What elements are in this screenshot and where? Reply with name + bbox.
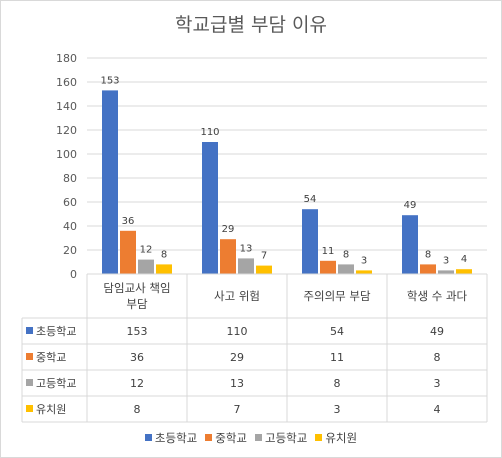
y-tick-label: 0: [70, 268, 77, 281]
legend-label: 유치원: [325, 431, 358, 445]
table-value: 3: [334, 403, 341, 416]
category-label: 담임교사 책임: [103, 281, 170, 295]
legend-swatch: [205, 434, 213, 441]
legend-item: 고등학교: [255, 430, 307, 446]
legend-item: 초등학교: [144, 430, 198, 446]
bar: [338, 264, 354, 274]
chart-plot: 0 20 40 60 80 100 120 140 160 180 153 110 54 49 36 29 11…: [21, 52, 488, 423]
table-value: 49: [430, 325, 444, 338]
data-label: 12: [140, 245, 153, 256]
legend-label: 중학교: [215, 431, 247, 445]
data-label: 54: [304, 194, 317, 205]
bar: [420, 264, 436, 274]
bar: [302, 209, 318, 274]
y-tick-label: 20: [63, 244, 77, 257]
bar: [220, 239, 236, 274]
bar: [238, 258, 254, 274]
bar: [256, 265, 272, 274]
data-label: 110: [200, 127, 219, 138]
bar: [138, 259, 154, 274]
category-label: 주의의무 부담: [303, 289, 371, 303]
y-tick-label: 80: [63, 172, 77, 185]
y-tick-label: 180: [56, 52, 77, 65]
legend-label: 고등학교: [265, 431, 308, 445]
table-value: 8: [434, 351, 441, 364]
bar: [156, 264, 172, 274]
table-value: 8: [134, 403, 141, 416]
table-series-name: 중학교: [36, 351, 66, 364]
table-value: 7: [234, 403, 241, 416]
y-tick-label: 140: [56, 100, 77, 113]
table-value: 54: [330, 325, 344, 338]
data-label: 3: [361, 255, 367, 266]
table-legend-key: [26, 405, 33, 412]
table-value: 153: [127, 325, 148, 338]
table-series-name: 초등학교: [36, 325, 76, 338]
table-series-name: 유치원: [36, 403, 66, 416]
bar: [320, 260, 336, 274]
table-legend-key: [26, 379, 33, 386]
data-label: 7: [261, 251, 267, 262]
y-tick-label: 40: [63, 220, 77, 233]
chart-legend: 초등학교 중학교 고등학교 유치원: [0, 430, 502, 446]
data-label: 29: [222, 224, 235, 235]
bar: [438, 270, 454, 274]
table-value: 110: [227, 325, 248, 338]
bar: [102, 90, 118, 275]
legend-item: 중학교: [205, 430, 247, 446]
legend-label: 초등학교: [154, 431, 198, 445]
table-value: 3: [434, 377, 441, 390]
y-tick-label: 120: [56, 124, 77, 137]
table-value: 8: [334, 377, 341, 390]
y-tick-label: 160: [56, 76, 77, 89]
bar: [356, 270, 372, 274]
data-label: 153: [100, 75, 119, 86]
category-label: 사고 위험: [214, 289, 260, 303]
bar: [402, 215, 418, 274]
data-label: 8: [425, 249, 431, 260]
data-label: 8: [161, 249, 167, 260]
data-label: 36: [122, 216, 135, 227]
bar: [120, 230, 136, 274]
legend-swatch: [315, 434, 323, 441]
category-label: 학생 수 과다: [407, 289, 468, 303]
data-label: 8: [343, 249, 349, 260]
chart-title: 학교급별 부담 이유: [175, 14, 327, 36]
legend-item: 유치원: [315, 430, 357, 446]
table-value: 13: [230, 377, 244, 390]
legend-swatch: [255, 434, 262, 441]
table-value: 36: [130, 351, 144, 364]
table-series-name: 고등학교: [36, 377, 76, 390]
y-tick-label: 60: [63, 196, 77, 209]
legend-swatch: [144, 434, 152, 441]
table-value: 12: [130, 377, 144, 390]
table-legend-key: [26, 327, 33, 334]
category-label: 부담: [126, 297, 148, 311]
data-label: 49: [404, 200, 417, 211]
data-label: 3: [443, 255, 449, 266]
table-legend-key: [26, 353, 33, 360]
data-label: 11: [322, 246, 335, 257]
data-label: 13: [240, 243, 253, 254]
bar: [202, 142, 218, 274]
bar: [456, 269, 472, 274]
table-value: 11: [330, 351, 344, 364]
y-tick-label: 100: [56, 148, 77, 161]
data-label: 4: [461, 254, 467, 265]
table-value: 29: [230, 351, 244, 364]
table-value: 4: [434, 403, 441, 416]
